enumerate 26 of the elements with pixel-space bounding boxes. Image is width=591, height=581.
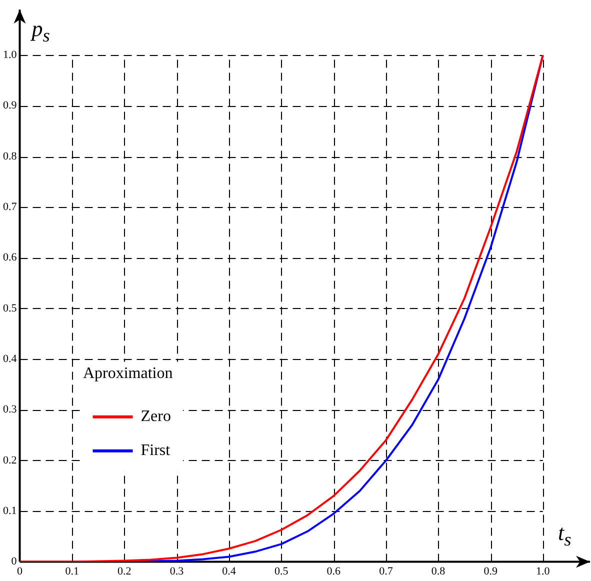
y-tick-label: 0 bbox=[11, 556, 18, 568]
x-axis-title: t$_{s}$ bbox=[558, 520, 572, 550]
legend-label: Zero bbox=[140, 408, 171, 426]
x-tick-label: 0.9 bbox=[484, 565, 498, 578]
x-tick-label: 0.1 bbox=[65, 565, 79, 578]
x-tick-label: 0.4 bbox=[222, 565, 236, 578]
y-tick-label: 1.0 bbox=[3, 49, 18, 62]
x-tick-label: 0.8 bbox=[431, 565, 446, 578]
x-tick-label: 0.5 bbox=[274, 565, 289, 578]
legend-title: Aproximation bbox=[82, 364, 173, 382]
x-tick-label: 0.3 bbox=[170, 565, 184, 578]
x-tick-label: 0.2 bbox=[118, 565, 132, 578]
y-tick-label: 0.7 bbox=[3, 201, 18, 214]
y-tick-label: 0.9 bbox=[3, 100, 18, 112]
legend-label: First bbox=[140, 442, 171, 460]
y-tick-label: 0.5 bbox=[3, 302, 18, 314]
y-axis-title: p$_{s}$ bbox=[32, 16, 50, 46]
x-tick-label: 1.0 bbox=[536, 565, 550, 578]
y-tick-label: 0.1 bbox=[3, 505, 17, 518]
y-tick-label: 0.8 bbox=[3, 150, 18, 162]
x-tick-label: 0.7 bbox=[379, 565, 394, 578]
y-tick-label: 0.3 bbox=[3, 404, 18, 416]
y-tick-label: 0.2 bbox=[3, 454, 17, 466]
y-tick-label: 0.6 bbox=[3, 252, 18, 264]
x-tick-label: 0.6 bbox=[326, 565, 342, 578]
y-tick-label: 0.4 bbox=[3, 353, 18, 366]
